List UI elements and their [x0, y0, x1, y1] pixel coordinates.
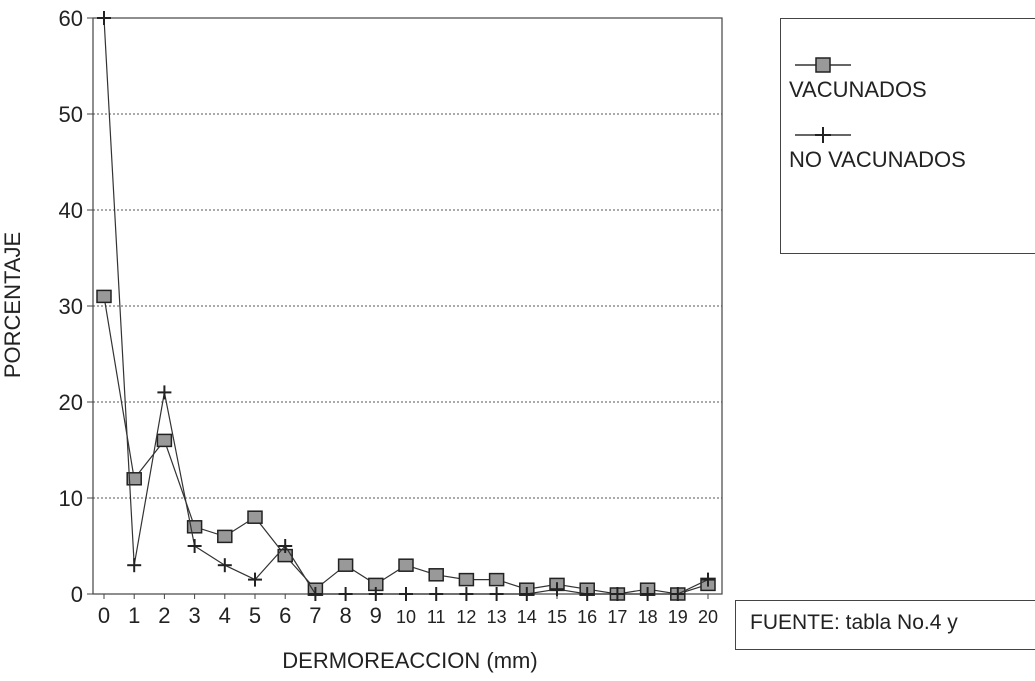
data-point-no-vacunados [459, 587, 474, 601]
data-point-no-vacunados [157, 385, 172, 400]
x-tick-label: 12 [456, 607, 476, 627]
x-tick-label: 20 [698, 607, 718, 627]
y-tick-label: 50 [59, 102, 83, 127]
y-tick-label: 0 [71, 582, 83, 607]
legend-swatch-no-vacunados [795, 127, 851, 143]
y-tick-label: 10 [59, 486, 83, 511]
data-point-no-vacunados [97, 11, 111, 25]
y-tick-label: 20 [59, 390, 83, 415]
data-point-vacunados [458, 572, 475, 587]
data-point-vacunados [337, 558, 354, 572]
x-tick-label: 9 [370, 603, 382, 628]
x-tick-label: 18 [638, 607, 658, 627]
data-point-vacunados [428, 568, 444, 582]
data-point-no-vacunados [399, 587, 413, 601]
y-axis-ticks: 0 10 20 30 40 50 60 [59, 6, 93, 607]
x-tick-label: 3 [188, 603, 200, 628]
data-point-vacunados [217, 529, 233, 544]
data-point-no-vacunados [127, 558, 142, 573]
series-vacunados [96, 289, 716, 601]
x-tick-label: 2 [158, 603, 170, 628]
x-tick-label: 5 [249, 603, 261, 628]
data-point-vacunados [96, 289, 112, 304]
data-point-no-vacunados [217, 558, 232, 573]
data-point-no-vacunados [670, 587, 685, 601]
y-tick-label: 30 [59, 294, 83, 319]
series-layer [96, 11, 716, 601]
data-point-no-vacunados [338, 587, 353, 601]
x-tick-label: 6 [279, 603, 291, 628]
x-tick-label: 14 [517, 607, 537, 627]
grid-lines [93, 113, 722, 499]
legend-label-no-vacunados: NO VACUNADOS [789, 147, 966, 172]
data-point-vacunados [156, 433, 173, 448]
x-tick-label: 16 [577, 607, 597, 627]
x-tick-label: 0 [98, 603, 110, 628]
series-no-vacunados [97, 11, 715, 601]
source-note: FUENTE: tabla No.4 y [735, 600, 1035, 650]
data-point-no-vacunados [550, 582, 564, 597]
y-tick-label: 60 [59, 6, 83, 31]
y-axis-label: PORCENTAJE [0, 232, 25, 378]
legend-swatch-vacunados [795, 57, 851, 73]
x-tick-label: 8 [339, 603, 351, 628]
data-point-no-vacunados [429, 587, 444, 601]
x-axis-ticks: 0 1 2 3 4 5 6 7 8 9 10 11 12 13 14 15 16 17 18 19 20 [98, 594, 718, 628]
data-point-no-vacunados [308, 587, 323, 601]
data-point-no-vacunados [580, 587, 595, 601]
data-point-vacunados [398, 558, 414, 572]
y-tick-label: 40 [59, 198, 83, 223]
data-point-no-vacunados [248, 572, 262, 587]
x-tick-label: 17 [607, 607, 627, 627]
x-tick-label: 15 [547, 607, 567, 627]
x-tick-label: 7 [309, 603, 321, 628]
legend: VACUNADOS NO VACUNADOS [780, 18, 1035, 254]
data-point-no-vacunados [640, 587, 655, 601]
x-tick-label: 4 [219, 603, 231, 628]
data-point-vacunados [247, 510, 263, 524]
data-point-vacunados [126, 472, 142, 486]
data-point-no-vacunados [368, 587, 383, 601]
x-tick-label: 11 [427, 607, 446, 627]
x-tick-label: 19 [668, 607, 688, 627]
data-point-vacunados [488, 572, 505, 587]
data-point-no-vacunados [519, 587, 534, 601]
x-tick-label: 13 [487, 607, 507, 627]
data-point-no-vacunados [278, 539, 293, 553]
x-tick-label: 1 [128, 603, 140, 628]
data-point-no-vacunados [701, 572, 715, 587]
x-axis-label: DERMOREACCION (mm) [282, 648, 537, 673]
x-tick-label: 10 [396, 607, 416, 627]
data-point-no-vacunados [187, 539, 202, 553]
data-point-no-vacunados [489, 587, 504, 601]
data-point-no-vacunados [610, 587, 625, 601]
legend-label-vacunados: VACUNADOS [789, 77, 927, 102]
